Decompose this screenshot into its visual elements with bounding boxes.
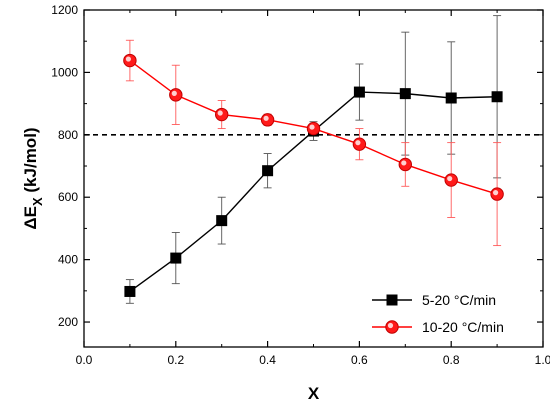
y-axis-title-main: ΔE <box>21 206 40 230</box>
y-tick-label: 400 <box>58 253 78 267</box>
y-tick-label: 600 <box>58 190 78 204</box>
data-point-highlight <box>263 115 269 121</box>
legend-item-2: 10-20 °C/min <box>372 319 504 335</box>
data-point-highlight <box>447 175 453 182</box>
data-point-highlight <box>125 56 131 62</box>
y-axis-title: ΔEX (kJ/mol) <box>21 127 45 229</box>
legend: 5-20 °C/min 10-20 °C/min <box>372 292 504 335</box>
y-tick-label: 1200 <box>51 3 78 17</box>
legend-label: 5-20 °C/min <box>422 292 496 308</box>
data-point-square <box>170 252 182 264</box>
data-point-square <box>216 215 228 227</box>
data-point-square <box>124 285 136 297</box>
x-tick-label: 1.0 <box>535 353 550 367</box>
y-axis-title-subscript: X <box>30 197 45 206</box>
data-point-highlight <box>217 110 223 116</box>
y-tick-label: 1000 <box>51 65 78 79</box>
data-point-square <box>262 165 274 177</box>
series-1 <box>124 15 503 304</box>
y-axis-title-unit: (kJ/mol) <box>21 127 40 197</box>
legend-marker-highlight <box>387 322 394 329</box>
x-tick-label: 0.8 <box>443 353 460 367</box>
data-point-highlight <box>171 90 177 96</box>
axes-layer: 0.0 0.2 0.4 0.6 0.8 1.0 200 400 600 800 1000 1200 <box>51 3 550 367</box>
y-tick-label: 800 <box>58 128 78 142</box>
series-2 <box>123 39 504 247</box>
x-tick-label: 0.4 <box>259 353 276 367</box>
data-point-highlight <box>309 124 315 130</box>
y-tick-label: 200 <box>58 315 78 329</box>
x-axis-title: X <box>308 384 320 403</box>
legend-item-1: 5-20 °C/min <box>372 292 496 308</box>
data-point-square <box>399 88 411 100</box>
data-point-square <box>353 86 365 98</box>
data-point-highlight <box>493 190 499 196</box>
x-tick-label: 0.0 <box>76 353 93 367</box>
data-point-highlight <box>401 160 407 166</box>
data-point-square <box>491 91 503 103</box>
legend-label: 10-20 °C/min <box>422 319 504 335</box>
x-tick-label: 0.2 <box>167 353 184 367</box>
data-point-highlight <box>355 140 361 146</box>
x-tick-label: 0.6 <box>351 353 368 367</box>
data-point-square <box>445 92 457 104</box>
legend-marker-square <box>386 294 398 306</box>
series-layer <box>123 15 504 304</box>
